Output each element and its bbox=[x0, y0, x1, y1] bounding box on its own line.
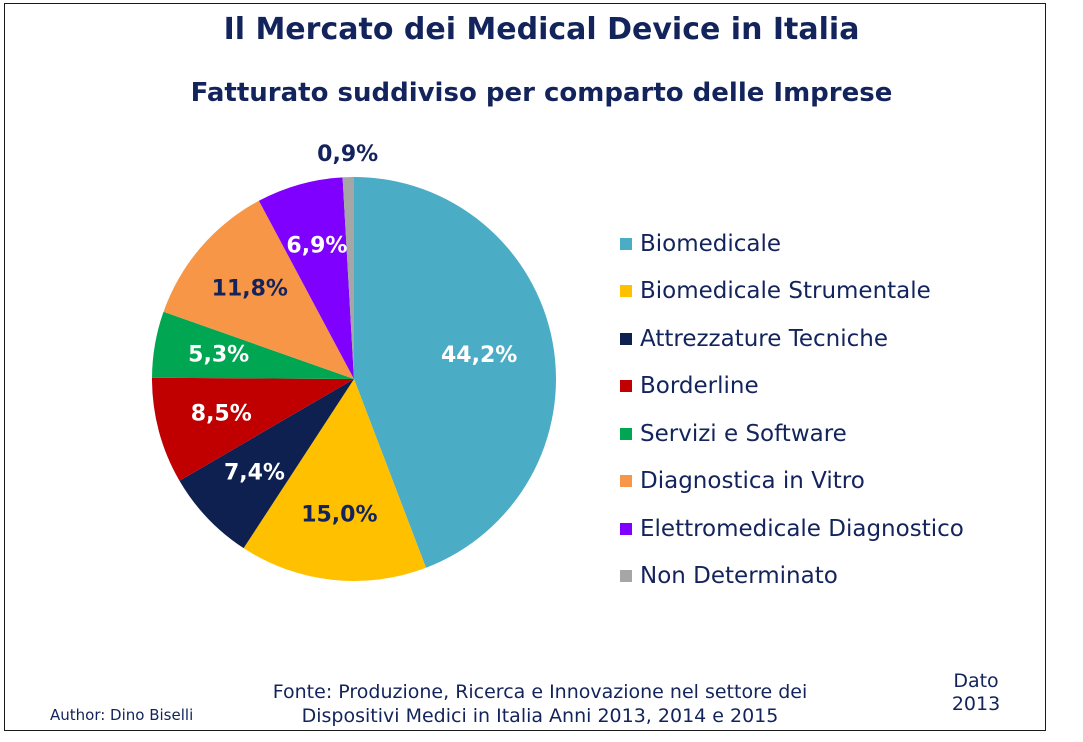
source-note: Fonte: Produzione, Ricerca e Innovazione… bbox=[210, 680, 870, 728]
source-line-1: Fonte: Produzione, Ricerca e Innovazione… bbox=[272, 681, 808, 703]
legend: Biomedicale Biomedicale Strumentale Attr… bbox=[620, 220, 964, 600]
legend-label: Biomedicale bbox=[640, 230, 782, 257]
pie-slice-elettromedicale-diagnostico bbox=[258, 177, 354, 379]
legend-swatch bbox=[620, 475, 632, 488]
slide-frame bbox=[4, 3, 1046, 731]
pie-slice-servizi-e-software bbox=[152, 311, 354, 379]
legend-label: Biomedicale Strumentale bbox=[640, 278, 931, 305]
data-label-diagnostica-in-vitro: 11,8% bbox=[212, 276, 288, 301]
legend-swatch bbox=[620, 237, 632, 250]
pie-slice-attrezzature-tecniche bbox=[179, 379, 354, 549]
pie-slice-borderline bbox=[152, 377, 354, 481]
legend-item-diagnostica-in-vitro: Diagnostica in Vitro bbox=[620, 458, 964, 506]
legend-swatch bbox=[620, 522, 632, 535]
data-label-attrezzature-tecniche: 7,4% bbox=[224, 461, 285, 486]
chart-subtitle: Fatturato suddiviso per comparto delle I… bbox=[190, 78, 893, 108]
dato-label: Dato bbox=[953, 670, 999, 692]
legend-item-biomedicale-strumentale: Biomedicale Strumentale bbox=[620, 268, 964, 316]
legend-swatch bbox=[620, 380, 632, 393]
legend-label: Non Determinato bbox=[640, 563, 838, 590]
chart-title: Il Mercato dei Medical Device in Italia bbox=[223, 12, 860, 47]
author-credit: Author: Dino Biselli bbox=[50, 706, 194, 724]
legend-item-biomedicale: Biomedicale bbox=[620, 220, 964, 268]
pie-slice-non-determinato bbox=[342, 177, 354, 379]
legend-item-elettromedicale-diagnostico: Elettromedicale Diagnostico bbox=[620, 505, 964, 553]
legend-label: Borderline bbox=[640, 373, 759, 400]
legend-item-attrezzature-tecniche: Attrezzature Tecniche bbox=[620, 315, 964, 363]
legend-label: Servizi e Software bbox=[640, 420, 847, 447]
pie-slice-biomedicale-strumentale bbox=[243, 379, 426, 581]
data-label-biomedicale-strumentale: 15,0% bbox=[301, 503, 377, 528]
legend-item-borderline: Borderline bbox=[620, 363, 964, 411]
dato-year: 2013 bbox=[951, 693, 1001, 715]
data-label-borderline: 8,5% bbox=[191, 401, 252, 426]
legend-label: Elettromedicale Diagnostico bbox=[640, 515, 964, 542]
data-label-servizi-e-software: 5,3% bbox=[188, 342, 249, 367]
legend-swatch bbox=[620, 285, 632, 298]
legend-swatch bbox=[620, 332, 632, 345]
legend-label: Diagnostica in Vitro bbox=[640, 468, 865, 495]
data-year: Dato 2013 bbox=[940, 670, 1012, 716]
data-label-elettromedicale-diagnostico: 6,9% bbox=[286, 234, 347, 259]
legend-item-servizi-software: Servizi e Software bbox=[620, 410, 964, 458]
legend-swatch bbox=[620, 427, 632, 440]
pie-slice-diagnostica-in-vitro bbox=[163, 200, 354, 379]
legend-label: Attrezzature Tecniche bbox=[640, 325, 888, 352]
data-label-biomedicale: 44,2% bbox=[441, 343, 517, 368]
legend-swatch bbox=[620, 570, 632, 583]
source-line-2: Dispositivi Medici in Italia Anni 2013, … bbox=[301, 705, 779, 727]
data-label-non-determinato: 0,9% bbox=[317, 142, 378, 167]
legend-item-non-determinato: Non Determinato bbox=[620, 553, 964, 601]
pie-slice-biomedicale bbox=[354, 177, 556, 568]
